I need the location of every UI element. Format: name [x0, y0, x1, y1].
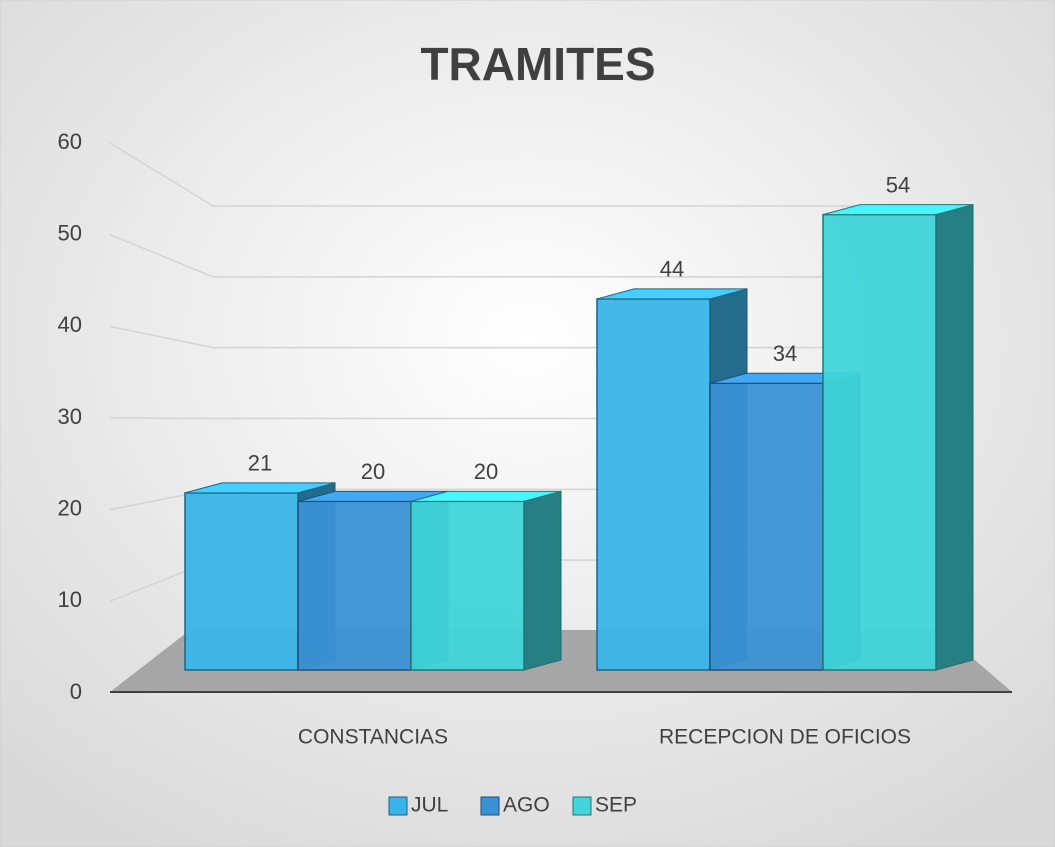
y-tick-label: 30 — [58, 404, 82, 429]
data-label: 54 — [886, 172, 910, 197]
bar-side — [523, 490, 562, 671]
y-tick-label: 40 — [58, 312, 82, 337]
data-label: 44 — [660, 257, 684, 282]
legend-swatch — [572, 796, 592, 816]
legend-swatch — [480, 796, 500, 816]
bar-front — [596, 298, 711, 671]
data-label: 34 — [773, 341, 797, 366]
grid-line — [109, 142, 905, 207]
legend-label: JUL — [411, 794, 448, 817]
bar-front — [410, 500, 525, 671]
bar-front — [184, 492, 299, 671]
bar-front — [709, 382, 824, 671]
data-label: 20 — [361, 459, 385, 484]
bar-side — [935, 203, 974, 671]
bar-top — [822, 204, 974, 216]
grid-line — [109, 233, 905, 278]
y-tick-label: 0 — [70, 679, 82, 704]
y-tick-label: 20 — [58, 495, 82, 520]
bar-top — [596, 288, 748, 300]
legend-label: SEP — [595, 794, 637, 817]
x-tick-label: CONSTANCIAS — [298, 726, 448, 749]
bar — [410, 490, 562, 671]
bar-top — [410, 490, 562, 502]
bar — [822, 203, 974, 671]
data-label: 21 — [248, 451, 272, 476]
bar-front — [297, 500, 412, 671]
y-tick-label: 50 — [58, 220, 82, 245]
y-tick-label: 60 — [58, 129, 82, 154]
bar-top — [184, 482, 336, 494]
bar-front — [822, 213, 937, 671]
x-tick-label: RECEPCION DE OFICIOS — [659, 726, 911, 749]
data-label: 20 — [474, 459, 498, 484]
y-tick-label: 10 — [58, 587, 82, 612]
legend-label: AGO — [503, 794, 550, 817]
chart-title: TRAMITES — [420, 38, 655, 90]
legend-swatch — [388, 796, 408, 816]
